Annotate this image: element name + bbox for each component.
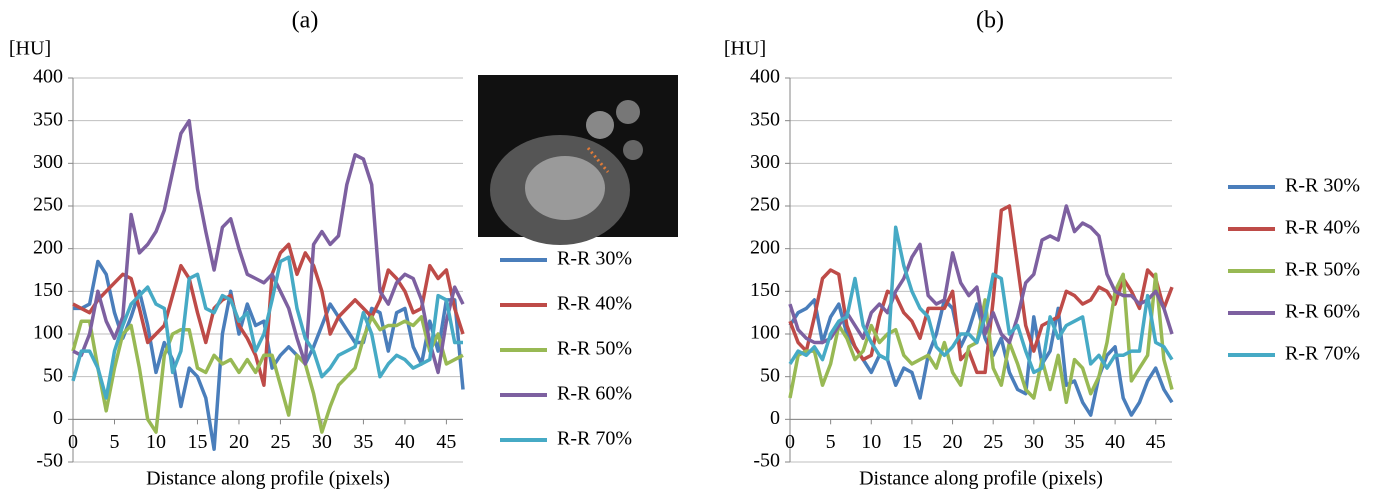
x-tick-label: 5 [109, 431, 119, 453]
y-tick-label: 400 [33, 66, 63, 88]
legend-label: R-R 70% [557, 428, 632, 450]
y-tick-label: 250 [750, 194, 780, 216]
y-tick-label: 100 [750, 322, 780, 344]
x-tick-label: 15 [902, 431, 922, 453]
x-axis-label: Distance along profile (pixels) [146, 468, 390, 490]
x-tick-label: 40 [395, 431, 415, 453]
x-tick-label: 10 [146, 431, 166, 453]
x-tick-label: 30 [312, 431, 332, 453]
x-tick-label: 10 [861, 431, 881, 453]
series-line [788, 204, 1174, 345]
x-axis-label: Distance along profile (pixels) [859, 468, 1103, 490]
legend-label: R-R 50% [557, 338, 632, 360]
legend-label: R-R 40% [1285, 217, 1360, 239]
inset-vessel [586, 111, 614, 139]
series-line [72, 118, 465, 375]
series-line [71, 315, 464, 434]
y-tick-label: 0 [53, 407, 63, 429]
x-tick-label: 15 [187, 431, 207, 453]
y-tick-label: 250 [33, 194, 63, 216]
chart-title: (b) [976, 8, 1004, 34]
y-tick-label: 100 [33, 322, 63, 344]
x-tick-label: 45 [1146, 431, 1166, 453]
series-line [788, 204, 1174, 375]
x-tick-label: 40 [1105, 431, 1125, 453]
y-tick-label: 300 [33, 151, 63, 173]
y-tick-label: -50 [36, 450, 63, 472]
y-tick-label: 350 [750, 108, 780, 130]
legend-label: R-R 30% [1285, 175, 1360, 197]
y-tick-label: 300 [750, 151, 780, 173]
y-tick-label: 50 [43, 364, 63, 386]
series-line [788, 272, 1174, 405]
x-tick-label: 5 [826, 431, 836, 453]
inset-vessel [616, 100, 640, 124]
y-tick-label: -50 [753, 450, 780, 472]
x-tick-label: 0 [68, 431, 78, 453]
legend-label: R-R 60% [557, 383, 632, 405]
y-tick-label: 150 [33, 279, 63, 301]
x-tick-label: 35 [353, 431, 373, 453]
inset-vessel [623, 140, 643, 160]
y-tick-label: 0 [770, 407, 780, 429]
y-tick-label: 400 [750, 66, 780, 88]
x-tick-label: 25 [270, 431, 290, 453]
legend-label: R-R 70% [1285, 343, 1360, 365]
chart-title: (a) [292, 8, 319, 34]
y-tick-label: 150 [750, 279, 780, 301]
y-tick-label: 200 [33, 236, 63, 258]
x-tick-label: 25 [983, 431, 1003, 453]
y-tick-label: 350 [33, 108, 63, 130]
x-tick-label: 0 [785, 431, 795, 453]
series-line [788, 225, 1174, 375]
y-tick-label: 200 [750, 236, 780, 258]
inset-ventricle [525, 156, 605, 220]
ct-inset [478, 75, 678, 245]
series-line [71, 255, 463, 400]
legend-label: R-R 50% [1285, 259, 1360, 281]
legend-label: R-R 40% [557, 293, 632, 315]
y-axis-label: [HU] [724, 38, 766, 60]
x-tick-label: 35 [1064, 431, 1084, 453]
x-tick-label: 30 [1024, 431, 1044, 453]
x-tick-label: 20 [943, 431, 963, 453]
legend-label: R-R 30% [557, 248, 632, 270]
y-tick-label: 50 [760, 364, 780, 386]
x-tick-label: 20 [229, 431, 249, 453]
legend-label: R-R 60% [1285, 301, 1360, 323]
inset-profile [586, 147, 610, 173]
x-tick-label: 45 [436, 431, 456, 453]
y-axis-label: [HU] [9, 38, 51, 60]
